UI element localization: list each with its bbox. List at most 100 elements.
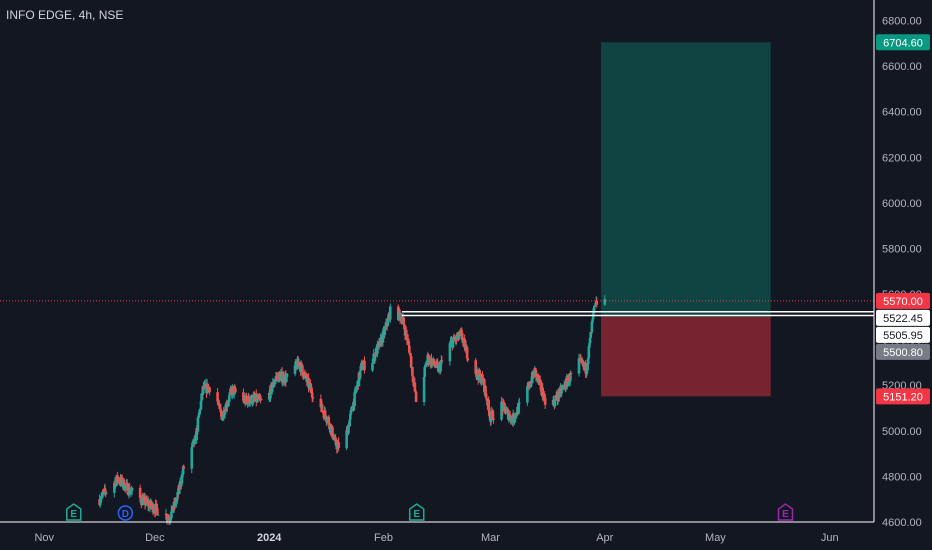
stop-zone[interactable] bbox=[601, 316, 771, 397]
x-axis[interactable]: Nov Dec 2024 Feb Mar Apr May Jun bbox=[34, 532, 838, 544]
candle bbox=[218, 403, 222, 409]
candle bbox=[587, 345, 591, 364]
candle bbox=[517, 399, 521, 415]
svg-text:5522.45: 5522.45 bbox=[883, 313, 923, 325]
candle bbox=[247, 393, 251, 403]
candle bbox=[156, 514, 160, 516]
level-price-tag: 5522.45 bbox=[876, 309, 930, 326]
candle bbox=[569, 371, 573, 378]
svg-text:6704.60: 6704.60 bbox=[883, 37, 923, 49]
candle bbox=[130, 486, 134, 496]
candle bbox=[196, 415, 200, 435]
candle bbox=[202, 381, 206, 394]
candle bbox=[301, 365, 304, 372]
candle bbox=[156, 507, 159, 516]
candle bbox=[172, 508, 175, 514]
position-zones[interactable] bbox=[601, 42, 771, 397]
y-tick-label: 5000.00 bbox=[882, 426, 922, 438]
y-tick-label: 6200.00 bbox=[882, 152, 922, 164]
candle bbox=[141, 494, 145, 506]
x-tick-label: Mar bbox=[481, 532, 500, 544]
earnings-event-icon[interactable]: E bbox=[66, 503, 82, 521]
candle bbox=[258, 394, 262, 400]
candle bbox=[411, 371, 415, 387]
svg-text:5505.95: 5505.95 bbox=[883, 330, 923, 342]
candle bbox=[569, 370, 572, 386]
candle bbox=[423, 365, 427, 380]
candle bbox=[590, 321, 594, 335]
candle bbox=[406, 334, 410, 342]
candle bbox=[439, 362, 442, 374]
event-marker-letter: D bbox=[122, 509, 129, 520]
candle bbox=[448, 341, 452, 366]
candle bbox=[422, 374, 426, 406]
candle bbox=[274, 371, 278, 384]
y-tick-label: 4600.00 bbox=[882, 517, 922, 529]
candle bbox=[129, 491, 133, 498]
svg-text:5570.00: 5570.00 bbox=[883, 296, 923, 308]
candle bbox=[327, 415, 331, 425]
candle bbox=[363, 356, 366, 374]
candle bbox=[405, 331, 409, 345]
x-tick-label: Jun bbox=[821, 532, 839, 544]
candle bbox=[595, 297, 599, 308]
price-tags: 6704.60 5570.00 5522.45 5505.95 5500.80 5151.… bbox=[876, 34, 930, 405]
candle bbox=[302, 371, 306, 380]
candle bbox=[100, 491, 104, 499]
current-price-tag: 5570.00 bbox=[876, 292, 930, 309]
candle bbox=[577, 353, 581, 377]
candle bbox=[251, 392, 255, 406]
chart-title: INFO EDGE, 4h, NSE bbox=[6, 8, 124, 22]
candle bbox=[285, 373, 289, 379]
candle bbox=[388, 303, 392, 323]
candle bbox=[234, 385, 237, 395]
candle bbox=[585, 373, 588, 379]
x-tick-label: Dec bbox=[145, 532, 165, 544]
x-tick-label: May bbox=[705, 532, 726, 544]
candle bbox=[537, 373, 540, 386]
svg-text:5500.80: 5500.80 bbox=[883, 347, 923, 359]
candle bbox=[505, 405, 508, 413]
svg-text:5151.20: 5151.20 bbox=[883, 391, 923, 403]
horizontal-levels[interactable] bbox=[0, 300, 874, 317]
candle bbox=[484, 389, 488, 400]
candle bbox=[584, 359, 588, 378]
y-tick-label: 6000.00 bbox=[882, 198, 922, 210]
stop-price-tag: 5151.20 bbox=[876, 388, 930, 405]
candle bbox=[320, 400, 324, 412]
earnings-event-icon[interactable]: E bbox=[408, 503, 425, 521]
candle bbox=[105, 491, 108, 495]
candle bbox=[451, 340, 455, 349]
candle bbox=[408, 341, 411, 355]
target-zone[interactable] bbox=[601, 42, 771, 317]
candle bbox=[543, 395, 547, 409]
candle bbox=[167, 515, 170, 519]
candle bbox=[103, 483, 107, 497]
candle bbox=[492, 414, 495, 424]
y-tick-label: 6800.00 bbox=[882, 16, 922, 28]
candle bbox=[138, 484, 142, 500]
candle bbox=[331, 425, 334, 440]
candle bbox=[591, 313, 595, 323]
candle bbox=[589, 331, 592, 341]
candle bbox=[414, 389, 418, 403]
y-tick-label: 5800.00 bbox=[882, 243, 922, 255]
candle bbox=[408, 350, 412, 354]
candle bbox=[311, 392, 315, 403]
level-price-tag: 5505.95 bbox=[876, 326, 930, 343]
candle bbox=[603, 295, 607, 306]
candle bbox=[409, 356, 413, 369]
target-price-tag: 6704.60 bbox=[876, 34, 930, 51]
candle bbox=[259, 396, 263, 401]
candle bbox=[307, 373, 310, 393]
candle bbox=[310, 390, 314, 403]
earnings-event-icon[interactable]: E bbox=[777, 503, 794, 521]
candle bbox=[167, 513, 171, 526]
candle bbox=[208, 387, 211, 396]
candle bbox=[169, 517, 173, 522]
dividend-event-icon[interactable]: D bbox=[117, 505, 134, 521]
event-marker-letter: E bbox=[782, 509, 789, 520]
candle bbox=[558, 394, 561, 402]
